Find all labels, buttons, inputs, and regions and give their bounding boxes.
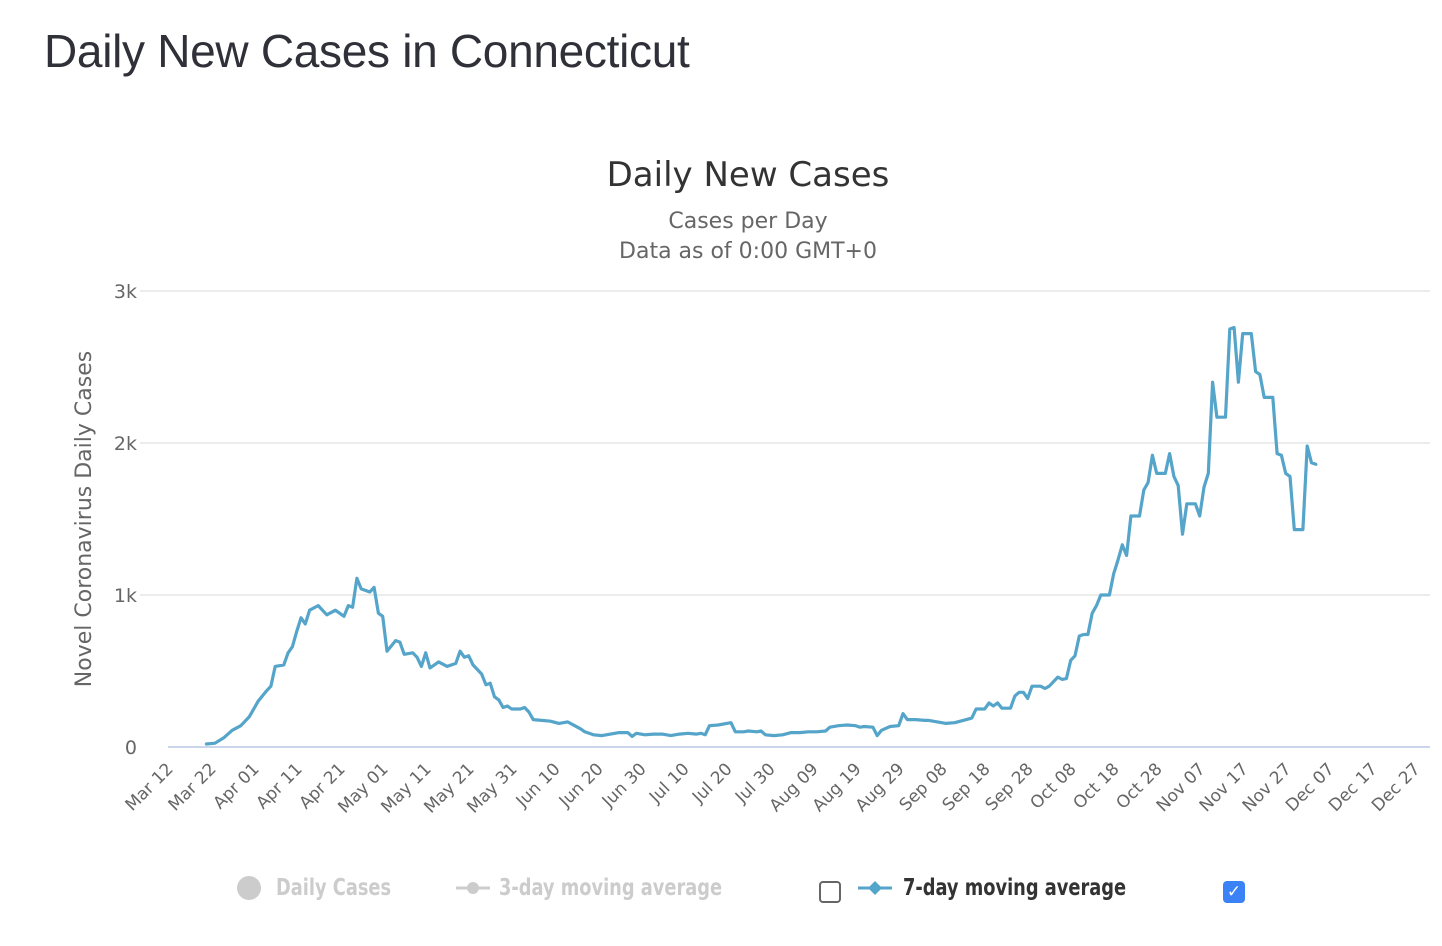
checkbox-3-day-moving-average[interactable]	[819, 881, 841, 903]
line-diamond-marker-icon	[858, 881, 892, 895]
page-title: Daily New Cases in Connecticut	[44, 25, 690, 77]
y-axis-ticks: 0 1k 2k 3k	[114, 281, 137, 759]
chart-subtitle-line-2: Data as of 0:00 GMT+0	[619, 239, 877, 264]
checkmark-icon: ✓	[1226, 882, 1242, 902]
chart-subtitle-line-1: Cases per Day	[668, 209, 828, 234]
legend-label: 3-day moving average	[499, 875, 723, 901]
x-tick-label: Sep 28	[982, 759, 1038, 815]
y-axis-label: Novel Coronavirus Daily Cases	[72, 351, 97, 687]
grid-lines	[140, 290, 1430, 596]
y-tick-label: 0	[125, 737, 137, 759]
x-tick-label: Mar 22	[165, 759, 221, 815]
chart-legend: Daily Cases 3-day moving average 7-day m…	[0, 870, 1442, 910]
legend-item-daily-cases[interactable]: Daily Cases	[236, 870, 410, 906]
x-tick-label: Jun 10	[512, 759, 565, 812]
legend-item-3-day-moving-average[interactable]: 3-day moving average	[456, 870, 758, 906]
series-line	[204, 325, 1318, 746]
x-tick-label: Apr 01	[209, 759, 263, 813]
legend-item-7-day-moving-average[interactable]: 7-day moving average	[858, 870, 1162, 906]
x-tick-label: Oct 18	[1069, 759, 1123, 813]
x-tick-label: Dec 27	[1368, 759, 1425, 816]
circle-marker-icon	[237, 876, 261, 900]
x-tick-label: Jun 30	[598, 759, 651, 812]
line-circle-marker-icon	[456, 882, 490, 894]
x-tick-label: Apr 11	[252, 759, 306, 813]
x-tick-label: Jul 20	[688, 759, 736, 807]
x-tick-label: Jul 10	[645, 759, 693, 807]
y-tick-label: 3k	[114, 281, 137, 303]
legend-label: 7-day moving average	[903, 875, 1127, 901]
y-tick-label: 2k	[114, 433, 137, 455]
series-7-day-moving-average	[204, 325, 1318, 746]
y-tick-label: 1k	[114, 585, 137, 607]
chart-title: Daily New Cases	[606, 155, 890, 195]
x-tick-label: Oct 08	[1026, 759, 1080, 813]
legend-label: Daily Cases	[276, 875, 392, 901]
checkbox-7-day-moving-average[interactable]: ✓	[1223, 881, 1245, 903]
chart-plot-area: 0 1k 2k 3k Novel Coronavirus Daily Cases Ma…	[72, 281, 1430, 818]
x-tick-label: Aug 29	[852, 759, 909, 816]
x-tick-label: Jun 20	[555, 759, 608, 812]
